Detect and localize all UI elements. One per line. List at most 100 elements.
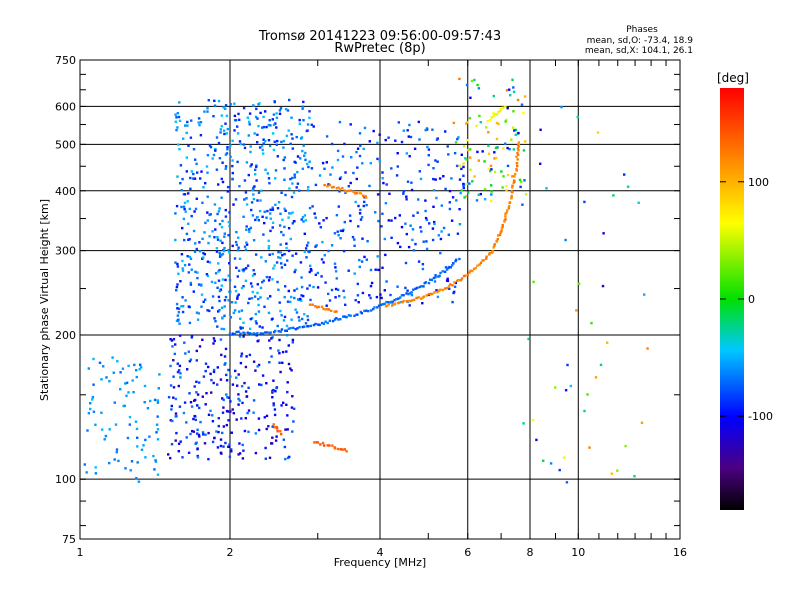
scatter-point [301,107,304,110]
scatter-point [323,167,326,170]
scatter-point [137,480,141,483]
trace-point [294,328,297,331]
scatter-point [343,296,346,299]
scatter-point [284,209,287,212]
trace-point [296,327,299,330]
scatter-point [227,368,230,372]
scatter-point [220,284,223,287]
scatter-point [257,417,261,420]
scatter-point [264,110,267,113]
scatter-point [431,238,435,242]
scatter-point [249,150,252,154]
scatter-point [241,401,244,405]
scatter-point [505,184,508,188]
scatter-point [231,177,234,181]
trace-point [517,141,520,144]
scatter-point [225,379,229,382]
scatter-point [286,109,290,112]
scatter-point [257,310,261,313]
scatter-point [215,247,219,250]
scatter-point [310,123,313,126]
trace-point [252,332,256,335]
scatter-point [252,239,256,242]
x-axis-label: Frequency [MHz] [334,556,426,569]
scatter-point [291,222,294,225]
scatter-point [370,281,374,285]
trace-point [317,323,320,326]
trace-point [228,332,232,336]
scatter-point [339,176,343,179]
scatter-point [198,241,201,244]
scatter-point [323,254,326,257]
trace-point [395,298,398,301]
scatter-point [440,230,443,233]
scatter-point [206,195,209,198]
scatter-point [424,216,428,220]
scatter-point [198,406,201,410]
scatter-point [290,195,294,199]
scatter-point [201,395,204,398]
scatter-point [451,300,454,304]
scatter-point [232,203,235,206]
scatter-point [189,283,193,286]
scatter-point [186,124,189,127]
trace-point [478,263,481,266]
scatter-point [187,192,190,195]
scatter-point [353,244,356,247]
trace-point [437,275,440,278]
scatter-point [272,388,275,392]
trace-point [437,289,441,292]
scatter-point [281,350,285,354]
scatter-point [306,315,309,318]
scatter-point [222,425,225,428]
scatter-point [286,259,289,262]
scatter-point [271,396,274,399]
trace-point [331,319,335,323]
scatter-point [350,156,353,159]
scatter-point [283,225,286,229]
scatter-point [218,223,222,226]
scatter-point [271,226,274,229]
scatter-point [271,317,274,320]
scatter-point [268,182,271,185]
scatter-point [227,248,230,252]
scatter-point [520,103,524,106]
scatter-point [195,311,199,314]
scatter-point [179,372,182,375]
trace-point [455,258,458,261]
scatter-point [271,436,274,439]
trace-point [504,218,507,221]
scatter-point [419,177,423,181]
scatter-point [420,230,423,233]
scatter-point [442,175,445,178]
scatter-point [237,453,240,456]
scatter-point [200,305,203,308]
scatter-point [489,199,493,203]
scatter-point [495,121,499,125]
colorbar-tick-label: -100 [748,410,773,423]
scatter-point [260,189,263,192]
scatter-point [487,131,490,134]
scatter-point [174,212,177,215]
scatter-point [258,102,261,105]
scatter-point [188,207,191,211]
scatter-point [197,283,201,286]
scatter-point [285,350,288,353]
scatter-point [333,232,337,235]
scatter-point [192,290,195,293]
scatter-point [172,338,176,341]
scatter-point [268,456,272,459]
trace-point [314,305,317,308]
scatter-point [221,411,225,414]
scatter-point [119,388,122,391]
scatter-point [223,355,227,358]
scatter-point [219,444,223,448]
scatter-point [273,413,277,417]
scatter-point [492,112,495,115]
scatter-point [227,274,230,277]
scatter-point [426,145,429,149]
trace-point [311,303,314,306]
scatter-point [252,193,255,196]
scatter-point [171,419,174,423]
trace-point [436,290,439,294]
